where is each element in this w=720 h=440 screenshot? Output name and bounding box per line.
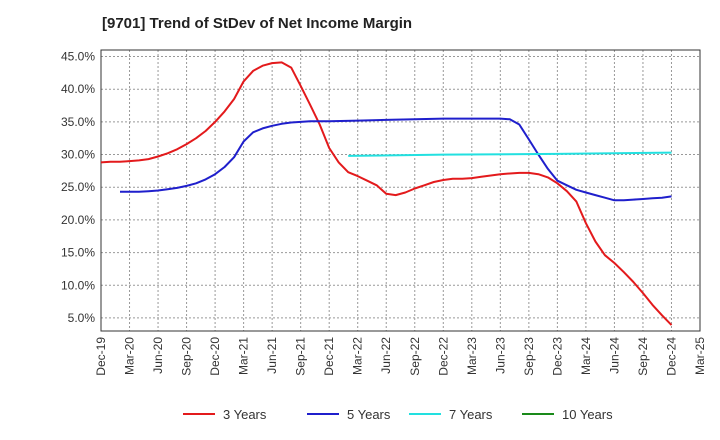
- legend-label-3-years: 3 Years: [223, 407, 267, 422]
- series-lines: [100, 61, 673, 326]
- x-tick-label: Sep-23: [522, 337, 536, 376]
- y-tick-label: 15.0%: [61, 246, 95, 260]
- x-tick-label: Mar-25: [693, 337, 707, 375]
- y-tick-label: 20.0%: [61, 213, 95, 227]
- x-tick-label: Jun-22: [379, 337, 393, 374]
- grid-lines: [100, 50, 701, 331]
- axes: 5.0% 10.0% 15.0% 20.0% 25.0% 30.0% 35.0% 40.0% 4…: [61, 49, 707, 376]
- series-line-5-years: [120, 117, 672, 202]
- legend-label-7-years: 7 Years: [449, 407, 493, 422]
- series-line-3-years: [100, 61, 673, 326]
- x-tick-label: Dec-23: [550, 337, 564, 376]
- x-tick-label: Jun-20: [151, 337, 165, 374]
- x-tick-label: Jun-24: [607, 337, 621, 374]
- x-tick-label: Mar-22: [351, 337, 365, 375]
- x-tick-label: Sep-21: [294, 337, 308, 376]
- x-tick-label: Dec-24: [664, 337, 678, 376]
- legend: 3 Years 5 Years 7 Years 10 Years: [183, 407, 613, 422]
- x-tick-label: Jun-21: [265, 337, 279, 374]
- y-tick-label: 25.0%: [61, 180, 95, 194]
- x-tick-label: Jun-23: [493, 337, 507, 374]
- y-tick-label: 10.0%: [61, 278, 95, 292]
- y-tick-label: 40.0%: [61, 82, 95, 96]
- plot-frame: [100, 49, 701, 332]
- legend-label-10-years: 10 Years: [562, 407, 613, 422]
- x-tick-label: Sep-20: [180, 337, 194, 376]
- series-line-7-years: [348, 151, 672, 157]
- y-tick-label: 5.0%: [68, 311, 96, 325]
- x-tick-label: Sep-22: [408, 337, 422, 376]
- y-tick-label: 45.0%: [61, 50, 95, 64]
- chart-title: [9701] Trend of StDev of Net Income Marg…: [102, 15, 413, 32]
- legend-label-5-years: 5 Years: [347, 407, 391, 422]
- x-tick-label: Dec-20: [208, 337, 222, 376]
- x-tick-label: Mar-21: [237, 337, 251, 375]
- x-tick-label: Sep-24: [636, 337, 650, 376]
- x-tick-label: Mar-24: [579, 337, 593, 375]
- x-tick-label: Dec-19: [94, 337, 108, 376]
- x-tick-label: Mar-20: [123, 337, 137, 375]
- x-tick-label: Dec-21: [322, 337, 336, 376]
- y-tick-label: 30.0%: [61, 148, 95, 162]
- x-tick-label: Dec-22: [436, 337, 450, 376]
- y-tick-label: 35.0%: [61, 115, 95, 129]
- x-tick-label: Mar-23: [465, 337, 479, 375]
